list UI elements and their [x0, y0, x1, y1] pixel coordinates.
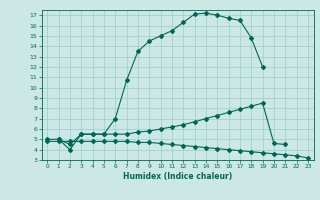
X-axis label: Humidex (Indice chaleur): Humidex (Indice chaleur) [123, 172, 232, 181]
